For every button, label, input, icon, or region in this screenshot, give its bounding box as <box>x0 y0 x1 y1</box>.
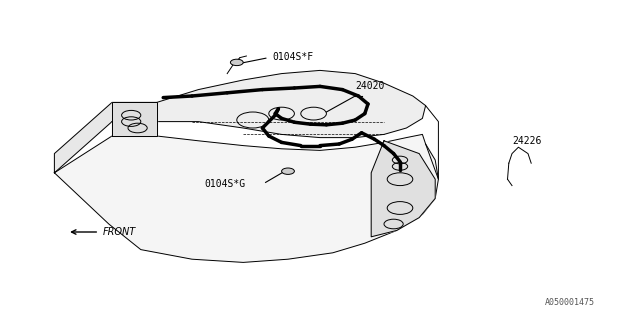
Polygon shape <box>371 141 435 237</box>
Polygon shape <box>112 102 157 136</box>
Text: 0104S*F: 0104S*F <box>272 52 313 62</box>
Polygon shape <box>54 134 438 262</box>
Circle shape <box>282 168 294 174</box>
Text: FRONT: FRONT <box>102 227 136 237</box>
Text: 24020: 24020 <box>355 81 385 91</box>
Polygon shape <box>54 102 157 173</box>
Text: A050001475: A050001475 <box>545 298 595 307</box>
Text: 24226: 24226 <box>512 136 541 146</box>
Polygon shape <box>112 70 426 138</box>
Text: 0104S*G: 0104S*G <box>205 179 246 189</box>
Circle shape <box>230 59 243 66</box>
